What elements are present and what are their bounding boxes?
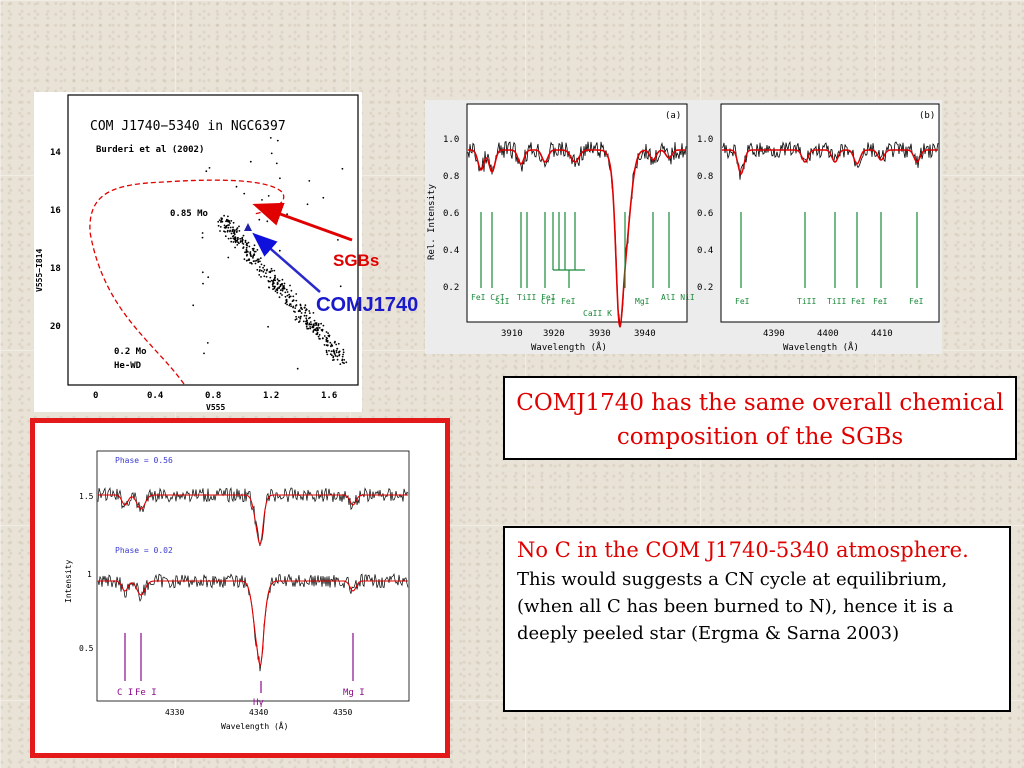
svg-text:SiI: SiI — [495, 297, 510, 306]
composition-box: COMJ1740 has the same overall chemical c… — [503, 376, 1017, 460]
svg-text:Fe I: Fe I — [135, 688, 157, 698]
a-xtick: 3920 — [543, 329, 565, 339]
phase-xlabel: Wavelength (Å) — [221, 720, 288, 731]
phase-xtick: 4340 — [249, 708, 268, 717]
cmd-label-02: 0.2 Mo — [114, 347, 147, 357]
cmd-label-085: 0.85 Mo — [170, 209, 208, 219]
svg-text:FeI: FeI — [909, 297, 924, 306]
a-ytick: 1.0 — [443, 135, 459, 145]
svg-text:TiII: TiII — [827, 297, 846, 306]
cmd-ytick: 16 — [50, 206, 61, 216]
a-xtick: 3940 — [634, 329, 656, 339]
a-ytick: 0.2 — [443, 283, 459, 293]
comj-arrow — [252, 232, 321, 293]
cmd-xtick: 1.2 — [263, 391, 279, 401]
b-ytick: 1.0 — [697, 135, 713, 145]
b-ytick: 0.8 — [697, 172, 713, 182]
a-ytick: 0.4 — [443, 246, 459, 256]
b-ytick: 0.2 — [697, 283, 713, 293]
phase-ytick: 1 — [87, 570, 92, 579]
line-labels-phase: C I Fe I Hγ Mg I — [117, 688, 365, 708]
carbon-box: No C in the COM J1740-5340 atmosphere. T… — [503, 526, 1011, 712]
svg-text:CrI: CrI — [541, 297, 556, 306]
b-ytick: 0.4 — [697, 246, 713, 256]
carbon-heading: No C in the COM J1740-5340 atmosphere. — [517, 538, 969, 562]
phase-ylabel: Intensity — [64, 559, 73, 603]
cmd-xtick: 0 — [93, 391, 98, 401]
a-xlabel: Wavelength (Å) — [531, 341, 607, 353]
a-xtick: 3910 — [501, 329, 523, 339]
line-labels-b: FeI TiII TiII FeI FeI FeI — [735, 297, 924, 306]
comj-label: COMJ1740 — [316, 294, 419, 316]
a-ytick: 0.8 — [443, 172, 459, 182]
line-markers-a — [480, 212, 670, 288]
panel-b-tag: (b) — [919, 111, 935, 121]
b-xlabel: Wavelength (Å) — [783, 341, 859, 353]
model-spectrum-a — [468, 149, 686, 328]
svg-text:C I: C I — [117, 688, 133, 698]
observed-spectrum-a — [467, 140, 687, 327]
sgbs-label: SGBs — [333, 251, 380, 270]
svg-text:FeI: FeI — [561, 297, 576, 306]
panel-a-tag: (a) — [665, 111, 681, 121]
phase-ytick: 1.5 — [79, 492, 94, 501]
phase-label-2: Phase = 0.02 — [115, 546, 173, 555]
spectra-plot: (a) 1.0 0.8 0.6 0.4 0.2 Rel. Intensity 3… — [427, 103, 940, 353]
observed-phase-002 — [97, 572, 409, 672]
spectra-panel: (a) 1.0 0.8 0.6 0.4 0.2 Rel. Intensity 3… — [425, 100, 942, 354]
carbon-body: This would suggests a CN cycle at equili… — [517, 569, 954, 644]
cmd-xtick: 0.4 — [147, 391, 164, 401]
line-markers-phase — [124, 633, 354, 693]
svg-text:Mg I: Mg I — [343, 688, 365, 698]
star-points — [192, 137, 348, 370]
observed-phase-056 — [97, 486, 409, 547]
cmd-label-hewd: He-WD — [114, 361, 142, 371]
cmd-xtick: 0.8 — [205, 391, 221, 401]
cmd-ytick: 14 — [50, 148, 61, 158]
cmd-reference: Burderi et al (2002) — [96, 144, 204, 155]
svg-text:TiII FeI: TiII FeI — [517, 293, 556, 302]
svg-text:MgI: MgI — [635, 297, 650, 306]
phase-xtick: 4330 — [165, 708, 184, 717]
model-phase-002 — [98, 580, 408, 667]
cmd-ylabel: V555−I814 — [35, 248, 44, 292]
phase-spectra-frame: Phase = 0.56 Phase = 0.02 1.5 1 0.5 Inte… — [30, 418, 450, 758]
a-xtick: 3930 — [589, 329, 611, 339]
cmd-diagram: COM J1740−5340 in NGC6397 Burderi et al … — [34, 92, 362, 412]
cmd-xtick: 1.6 — [321, 391, 337, 401]
sgbs-arrow — [252, 202, 353, 242]
svg-text:AlI NiI: AlI NiI — [661, 293, 695, 302]
phase-ytick: 0.5 — [79, 644, 94, 653]
cmd-ytick: 20 — [50, 322, 61, 332]
b-ytick: 0.6 — [697, 209, 713, 219]
model-phase-056 — [98, 494, 408, 546]
phase-spectra-plot: Phase = 0.56 Phase = 0.02 1.5 1 0.5 Inte… — [64, 450, 410, 731]
b-xtick: 4390 — [763, 329, 785, 339]
composition-text: COMJ1740 has the same overall chemical c… — [516, 390, 1004, 450]
comj1740-marker — [244, 223, 252, 231]
line-labels-a: FeI CrI SiI TiII FeI CrI FeI CaII K MgI … — [471, 293, 695, 318]
svg-text:TiII: TiII — [797, 297, 816, 306]
svg-text:Hγ: Hγ — [253, 698, 264, 708]
cmd-title: COM J1740−5340 in NGC6397 — [90, 119, 286, 134]
model-spectrum-b — [722, 149, 938, 176]
b-xtick: 4410 — [871, 329, 893, 339]
svg-text:FeI CrI: FeI CrI — [471, 293, 505, 302]
a-ytick: 0.6 — [443, 209, 459, 219]
phase-xtick: 4350 — [333, 708, 352, 717]
cmd-xlabel: V555 — [206, 403, 225, 412]
cmd-ytick: 18 — [50, 264, 61, 274]
b-xtick: 4400 — [817, 329, 839, 339]
phase-label-1: Phase = 0.56 — [115, 456, 173, 465]
line-markers-b — [740, 212, 918, 288]
evolutionary-track — [89, 179, 285, 385]
svg-text:FeI: FeI — [873, 297, 888, 306]
svg-text:FeI: FeI — [735, 297, 750, 306]
svg-text:FeI: FeI — [851, 297, 866, 306]
cmd-plot: COM J1740−5340 in NGC6397 Burderi et al … — [35, 94, 359, 412]
a-ylabel: Rel. Intensity — [427, 184, 437, 260]
svg-text:CaII K: CaII K — [583, 309, 612, 318]
